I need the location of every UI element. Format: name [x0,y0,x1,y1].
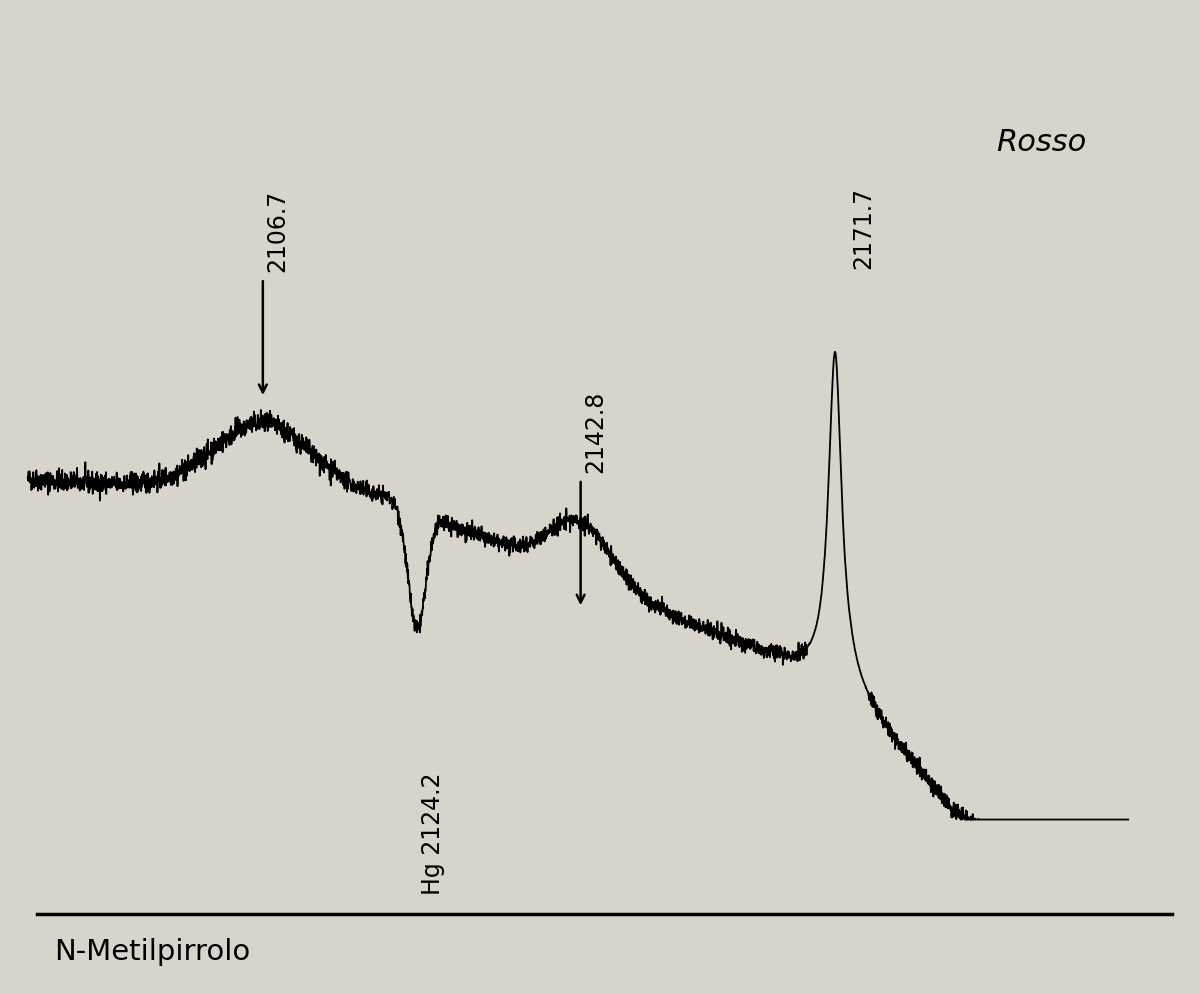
Text: Rosso: Rosso [996,128,1086,157]
Text: 2106.7: 2106.7 [265,190,289,272]
Text: N-Metilpirrolo: N-Metilpirrolo [54,937,251,966]
Text: 2142.8: 2142.8 [583,391,607,473]
Text: 2171.7: 2171.7 [851,187,875,268]
Text: Hg 2124.2: Hg 2124.2 [421,772,445,895]
